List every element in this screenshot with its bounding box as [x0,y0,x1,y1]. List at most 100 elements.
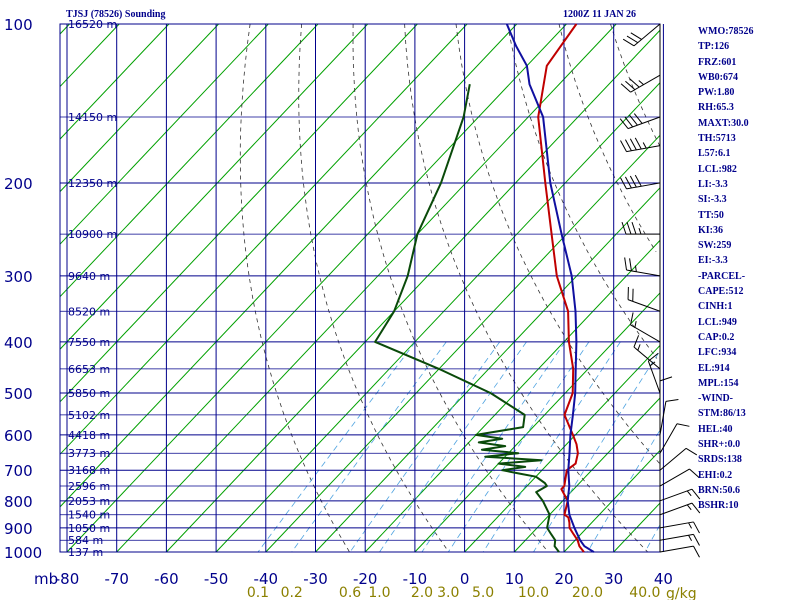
wind-barb-half-flag [634,321,637,328]
mixing-ratio-label: 2.0 [411,585,433,600]
wind-barb-staff [626,145,661,153]
isotherm-line [59,23,120,87]
wind-barb-flag [624,257,628,271]
wind-barb [624,257,661,277]
wind-barb-flag [619,118,629,129]
index-cinh: CINH:1 [698,301,733,313]
wind-barb-staff [659,533,694,541]
wind-barb-half-flag [686,504,692,511]
wind-barb-staff [659,468,690,487]
temperature-tick-label: 30 [604,570,623,588]
index-li: LI:-3.3 [698,178,728,190]
wind-barb-staff [626,269,661,277]
mixing-ratio-label: 3.0 [437,585,459,600]
wind-barb-half-flag [688,534,693,542]
wind-barb-staff [659,447,687,471]
height-label: 1050 m [68,522,110,535]
mixing-ratio-label: 1.0 [368,585,390,600]
index-ehi: EHI:0.2 [698,469,733,481]
wind-barb-flag [620,140,627,152]
wind-barb [619,113,661,130]
wind-header: -WIND- [698,393,733,405]
temperature-tick-label: -70 [104,570,129,588]
height-label: 2053 m [68,495,110,508]
parcel-profile-line [505,23,595,553]
index-l57: L57:6.1 [698,148,731,160]
height-label: 1540 m [68,509,110,522]
dry-adiabat-line [610,23,661,146]
plot-frame [59,23,661,553]
index-frz: FRZ:601 [698,56,737,68]
temperature-tick-label: -30 [303,570,328,588]
wind-barb [659,502,701,516]
pressure-tick-label: 600 [4,427,33,445]
wind-barb [622,23,661,47]
index-rh: RH:65.3 [698,102,734,114]
wind-barb-half-flag [637,344,641,351]
wind-barb [659,399,679,435]
parcel-header: -PARCEL- [698,270,746,282]
height-label: 12350 m [68,177,117,190]
wind-barb-staff [627,116,661,130]
wind-barb-flag [629,114,638,126]
profile-lines [374,23,595,553]
wind-barb [659,447,698,471]
dry-adiabat-line [239,23,350,553]
index-hel: HEL:40 [698,423,733,435]
index-lcl: LCL:982 [698,163,737,175]
index-bshr: BSHR:10 [698,500,739,512]
time-title: 1200Z 11 JAN 26 [563,9,637,20]
mixing-ratio-line [349,341,501,553]
height-label: 2596 m [68,480,110,493]
wind-barb-flag [622,38,635,47]
pressure-tick-label: 800 [4,493,33,511]
pressure-temperature-grid [59,23,664,553]
index-parcel-lcl: LCL:949 [698,316,737,328]
temperature-profile-line [537,23,585,553]
wind-barb [659,423,690,454]
wind-barb-flag [629,78,640,88]
mixing-ratio-label: 40.0 [629,585,660,600]
pressure-tick-label: 1000 [4,544,42,562]
isotherm-line [59,23,319,298]
height-label: 3168 m [68,464,110,477]
isotherm-line [116,23,617,553]
wind-barb [659,521,700,534]
wind-barb-flag [676,423,690,427]
pressure-tick-label: 500 [4,385,33,403]
mixing-ratio-line [533,352,659,553]
mixing-ratio-label: 10.0 [518,585,549,600]
wind-barb-flag [633,113,643,124]
height-label: 9640 m [68,270,110,283]
dewpoint-profile-line [374,84,560,553]
wind-barb-flag [626,35,639,44]
wind-barb-half-flag [688,522,693,529]
isotherm-line [414,292,661,553]
height-label: 10900 m [68,228,117,241]
temperature-tick-label: 40 [654,570,673,588]
wind-barb-staff [630,324,661,343]
temperature-tick-label: -50 [204,570,229,588]
wind-barb-staff [627,299,661,312]
wind-barb [659,488,701,502]
wind-barb [647,352,661,394]
wind-barb-half-flag [638,80,644,86]
wind-barb-flag [693,534,700,546]
index-ki: KI:36 [698,224,723,236]
dry-adiabat-line [298,23,450,553]
wind-barb-flag [621,221,627,235]
index-shr: SHR+:0.0 [698,439,741,451]
wind-barb-flag [689,468,700,478]
wind-barb-staff [659,423,678,454]
wind-barb [621,221,660,235]
index-brn: BRN:50.6 [698,484,740,496]
index-stm: STM:86/13 [698,408,746,420]
mixing-ratio-label: 0.2 [281,585,303,600]
wind-barb [620,74,661,93]
dry-adiabat-line [558,23,657,253]
wind-barb-staff [633,346,661,370]
height-label: 7550 m [68,336,110,349]
wind-barb-flag [659,376,673,382]
